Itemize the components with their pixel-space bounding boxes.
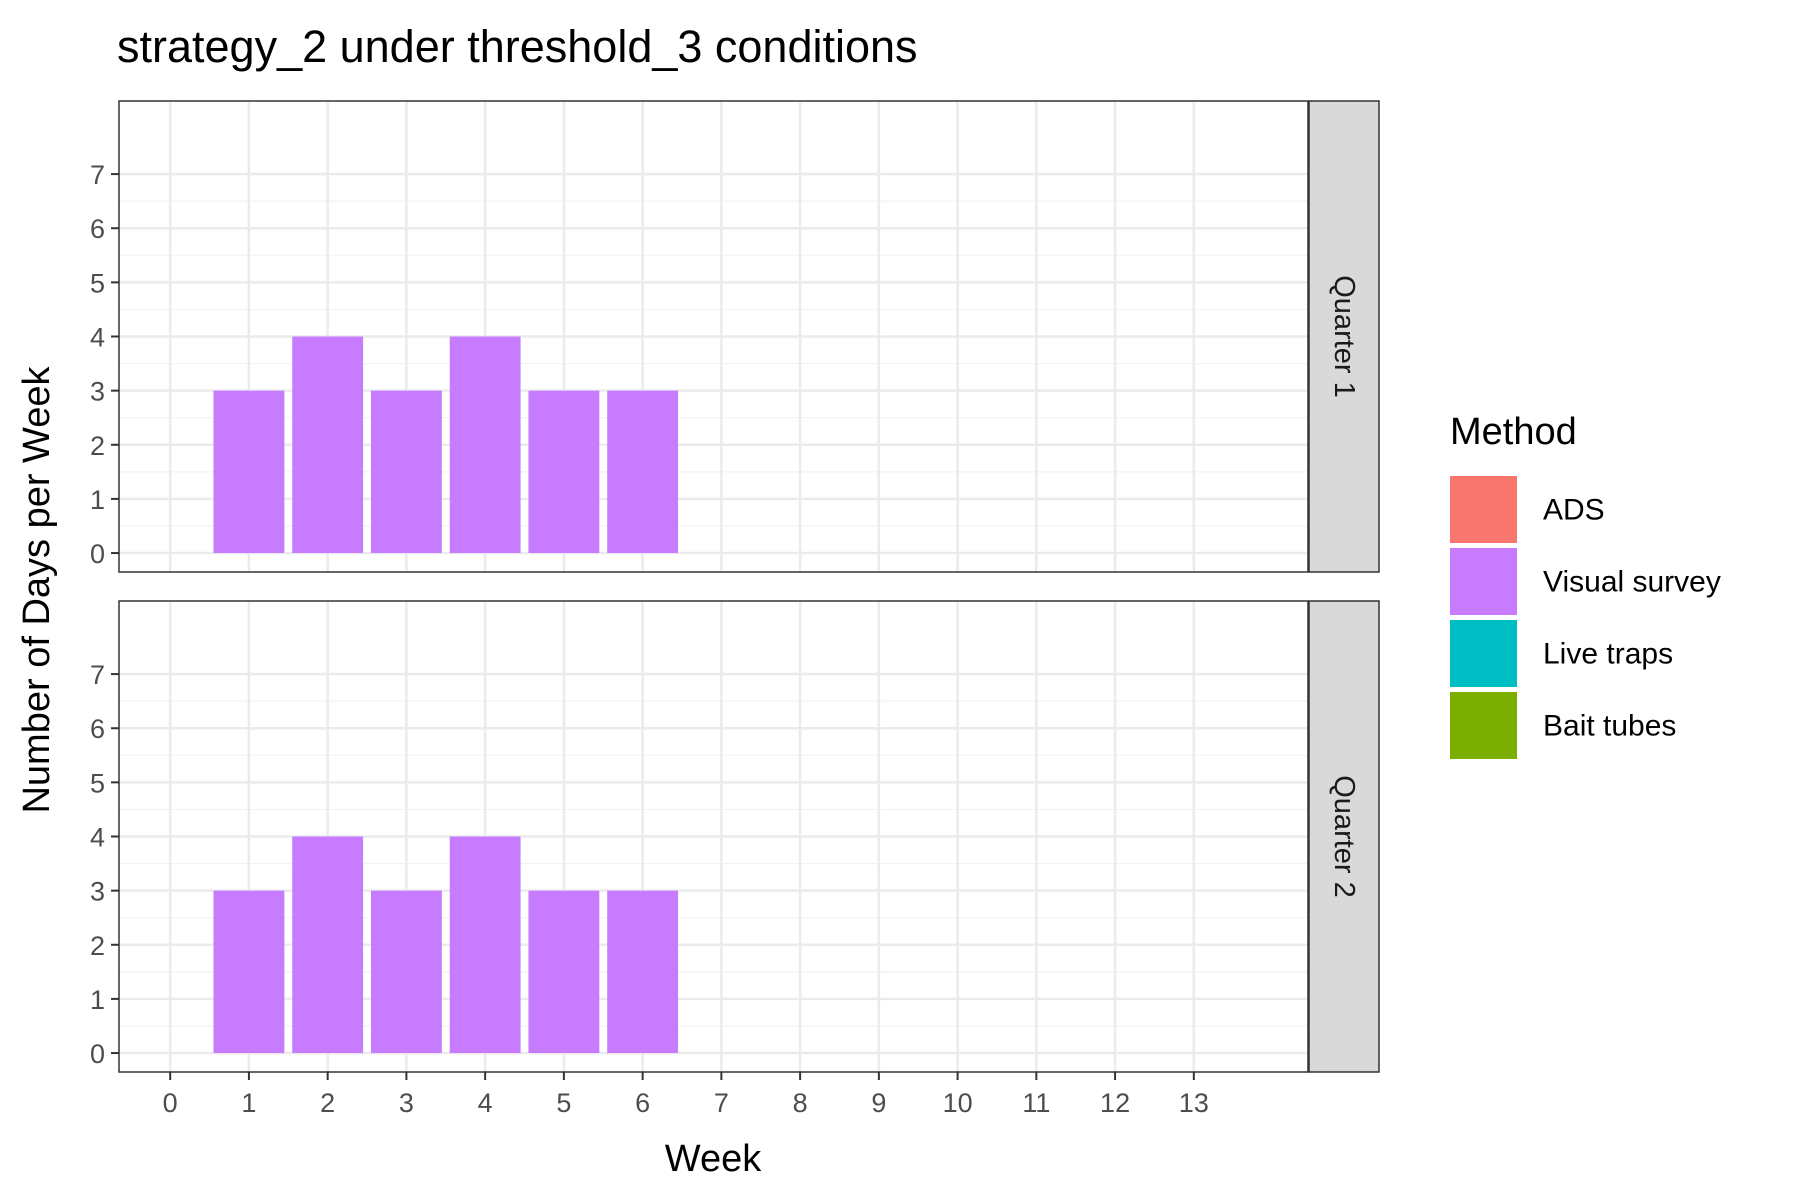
bar [528,890,600,1054]
bar [370,890,442,1054]
legend-key [1450,692,1517,759]
x-tick-label: 8 [793,1088,808,1118]
y-tick-label: 5 [90,268,105,298]
x-tick-label: 1 [241,1088,256,1118]
y-tick-label: 7 [90,160,105,190]
x-tick-label: 5 [556,1088,571,1118]
legend-label: Live traps [1543,638,1673,671]
facet-strip [1308,100,1380,573]
x-axis-title: Week [665,1138,762,1180]
y-tick-label: 5 [90,768,105,798]
legend-key [1450,620,1517,687]
y-tick-label: 6 [90,214,105,244]
legend-key [1450,476,1517,543]
facet-panel: 0 1 2 3 4 5 6 7 Quarter 2 [90,600,1380,1073]
legend-label: ADS [1543,494,1605,527]
legend-label: Bait tubes [1543,710,1676,743]
x-tick-label: 3 [399,1088,414,1118]
y-tick-label: 0 [90,1039,105,1069]
x-tick-label: 4 [478,1088,493,1118]
y-tick-label: 3 [90,877,105,907]
y-axis-title: Number of Days per Week [16,365,58,813]
x-tick-label: 7 [714,1088,729,1118]
chart-title: strategy_2 under threshold_3 conditions [117,21,918,72]
legend-label: Visual survey [1543,566,1721,599]
y-tick-label: 4 [90,823,105,853]
x-tick-label: 10 [943,1088,973,1118]
y-tick-label: 4 [90,323,105,353]
facet-panel: 0 1 2 3 4 5 6 7 Quarter 1 [90,100,1380,573]
y-tick-label: 1 [90,985,105,1015]
y-tick-label: 3 [90,377,105,407]
y-tick-label: 6 [90,714,105,744]
bar [528,390,600,554]
x-tick-label: 2 [320,1088,335,1118]
bar [607,390,679,554]
bar [292,836,364,1054]
facet-strip [1308,600,1380,1073]
x-tick-label: 0 [163,1088,178,1118]
legend-key [1450,548,1517,615]
x-axis: 0 1 2 3 4 5 6 7 8 9 10 11 12 13 [163,1072,1209,1118]
x-tick-label: 12 [1100,1088,1130,1118]
y-tick-label: 7 [90,660,105,690]
y-tick-label: 2 [90,931,105,961]
bar [449,836,521,1054]
y-tick-label: 1 [90,485,105,515]
legend-title: Method [1450,411,1577,453]
bar [213,890,285,1054]
x-tick-label: 11 [1022,1088,1050,1118]
bar [370,390,442,554]
bar [213,390,285,554]
bar [449,336,521,554]
bar [292,336,364,554]
facet-strip-label: Quarter 1 [1328,275,1360,398]
facet-strip-label: Quarter 2 [1328,775,1360,898]
bar [607,890,679,1054]
x-tick-label: 9 [871,1088,886,1118]
y-tick-label: 0 [90,539,105,569]
panels-layer: 0 1 2 3 4 5 6 7 Quarter 1 0 1 2 3 4 5 6 7 Quarter 2 [90,100,1380,1073]
legend: Method ADS Visual survey Live traps Bait tu… [1450,411,1721,759]
y-tick-label: 2 [90,431,105,461]
x-tick-label: 6 [635,1088,650,1118]
x-tick-label: 13 [1179,1088,1209,1118]
